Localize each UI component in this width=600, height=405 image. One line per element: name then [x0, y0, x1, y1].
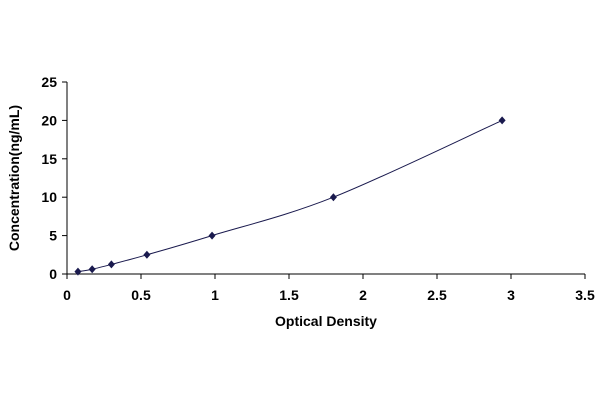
- data-point: [208, 231, 216, 240]
- x-axis-label: Optical Density: [275, 313, 377, 329]
- x-tick-label: 3: [507, 287, 515, 303]
- y-tick-label: 25: [41, 74, 57, 90]
- y-tick-label: 0: [49, 266, 57, 282]
- data-point: [329, 193, 337, 202]
- data-points: [74, 116, 506, 276]
- x-tick-label: 3.5: [575, 287, 595, 303]
- y-tick-label: 5: [49, 228, 57, 244]
- x-tick-label: 1.5: [279, 287, 299, 303]
- data-point: [143, 250, 151, 259]
- data-point: [498, 116, 506, 125]
- data-point: [74, 267, 82, 276]
- axes: [66, 82, 585, 275]
- data-point: [107, 260, 115, 269]
- x-tick-label: 2.5: [427, 287, 447, 303]
- y-tick-label: 20: [41, 112, 57, 128]
- fit-line: [77, 119, 503, 273]
- y-axis-label: Concentration(ng/mL): [6, 105, 22, 251]
- x-tick-label: 2: [359, 287, 367, 303]
- y-tick-label: 15: [41, 151, 57, 167]
- x-tick-label: 1: [211, 287, 219, 303]
- x-tick-label: 0.5: [131, 287, 151, 303]
- ticks: 0 0.5 1 1.5 2 2.5 3 3.5 0 5 10 15 20 25: [41, 74, 595, 303]
- y-tick-label: 10: [41, 189, 57, 205]
- data-point: [88, 265, 96, 274]
- x-tick-label: 0: [63, 287, 71, 303]
